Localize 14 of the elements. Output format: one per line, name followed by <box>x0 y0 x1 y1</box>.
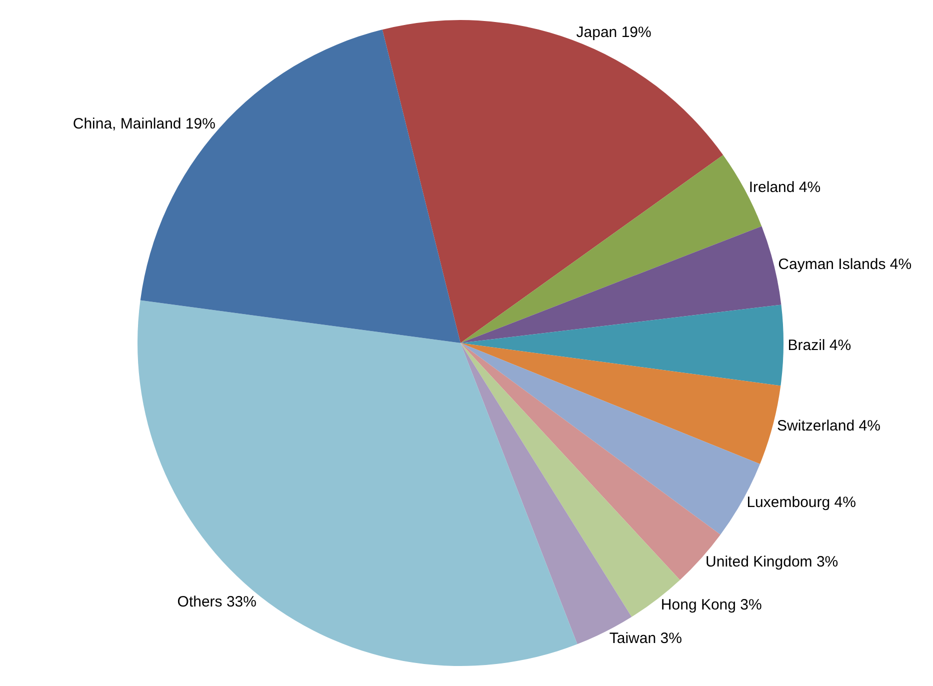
slice-label: Taiwan 3% <box>609 630 682 648</box>
slice-label: Brazil 4% <box>788 336 852 354</box>
pie-slice <box>460 304 784 386</box>
slice-label: China, Mainland 19% <box>72 115 216 132</box>
slice-label: Luxembourg 4% <box>746 494 856 512</box>
pie-slice <box>382 20 724 343</box>
slice-label: Hong Kong 3% <box>660 596 762 614</box>
slice-label: Japan 19% <box>576 24 652 41</box>
slice-label: Ireland 4% <box>748 178 821 196</box>
slice-label: United Kingdom 3% <box>706 554 838 571</box>
slice-label: Switzerland 4% <box>777 418 880 435</box>
slice-label: Cayman Islands 4% <box>778 256 912 273</box>
slice-label: Others 33% <box>177 594 257 611</box>
pie-slice <box>138 300 578 666</box>
